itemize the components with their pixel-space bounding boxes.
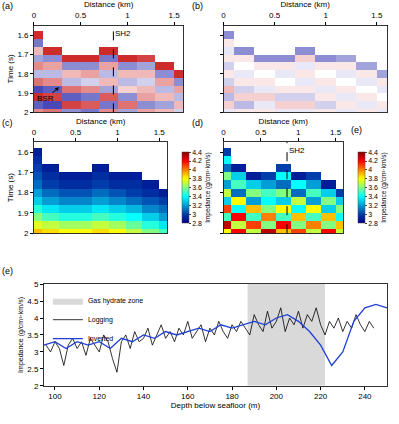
svg-text:3.8: 3.8 [368,175,378,182]
svg-text:100: 100 [48,392,62,401]
svg-text:160: 160 [181,392,195,401]
svg-text:2.8: 2.8 [368,220,378,227]
svg-text:240: 240 [358,392,372,401]
svg-text:Impedance (g/cm³·km/s): Impedance (g/cm³·km/s) [17,297,25,373]
svg-text:(e): (e) [351,125,362,135]
svg-text:1.7: 1.7 [17,50,29,59]
svg-text:0.5: 0.5 [70,128,82,137]
svg-text:220: 220 [314,392,328,401]
svg-text:(a): (a) [2,1,13,11]
svg-text:1.6: 1.6 [17,148,29,157]
svg-text:0: 0 [32,128,37,137]
svg-text:1.8: 1.8 [17,70,29,79]
svg-text:Distance (km): Distance (km) [281,0,331,9]
svg-text:5: 5 [34,280,39,289]
svg-text:0.5: 0.5 [269,11,281,20]
svg-text:3.2: 3.2 [368,202,378,209]
svg-text:BSR: BSR [37,94,54,103]
svg-text:1.9: 1.9 [17,209,29,218]
svg-text:Depth below seafloor (m): Depth below seafloor (m) [171,401,261,410]
svg-text:180: 180 [225,392,239,401]
svg-text:200: 200 [270,392,284,401]
svg-text:Impedance (g/cm³·km/s): Impedance (g/cm³·km/s) [380,152,388,222]
svg-text:1: 1 [296,128,301,137]
svg-text:3.6: 3.6 [368,184,378,191]
svg-text:1.5: 1.5 [371,11,383,20]
svg-text:1.5: 1.5 [154,128,166,137]
svg-text:3.8: 3.8 [192,175,202,182]
svg-text:1: 1 [125,11,130,20]
svg-text:Distance (km): Distance (km) [84,0,134,9]
svg-text:2.5: 2.5 [27,365,39,374]
svg-text:4.2: 4.2 [192,157,202,164]
svg-text:3: 3 [368,211,372,218]
svg-text:4: 4 [34,314,39,323]
svg-text:(e): (e) [2,266,13,276]
svg-text:140: 140 [137,392,151,401]
svg-text:2.8: 2.8 [192,220,202,227]
svg-text:3.6: 3.6 [192,184,202,191]
svg-text:4.5: 4.5 [27,297,39,306]
svg-text:4.4: 4.4 [192,149,202,156]
svg-text:Distance (km): Distance (km) [259,117,309,126]
svg-text:120: 120 [93,392,107,401]
svg-text:1: 1 [115,128,120,137]
svg-text:1.6: 1.6 [17,31,29,40]
svg-text:(d): (d) [192,118,203,128]
svg-text:2: 2 [24,108,29,117]
svg-text:0: 0 [221,128,226,137]
svg-text:2: 2 [34,382,39,391]
svg-text:4.4: 4.4 [368,149,378,156]
svg-text:1.5: 1.5 [330,128,342,137]
svg-text:1.7: 1.7 [17,168,29,177]
svg-text:3.5: 3.5 [27,331,39,340]
svg-text:SH2: SH2 [115,29,131,38]
svg-text:0.5: 0.5 [75,11,87,20]
svg-text:Distance (km): Distance (km) [76,117,126,126]
svg-text:SH2: SH2 [289,146,305,155]
svg-text:3.2: 3.2 [192,202,202,209]
svg-text:1.8: 1.8 [17,188,29,197]
svg-text:Time (s): Time (s) [6,173,15,202]
svg-text:3: 3 [192,211,196,218]
svg-text:1.9: 1.9 [17,89,29,98]
svg-text:4: 4 [368,166,372,173]
svg-text:3.4: 3.4 [368,193,378,200]
svg-text:0: 0 [221,11,226,20]
svg-text:2: 2 [24,229,29,238]
svg-text:3: 3 [34,348,39,357]
svg-text:Logging: Logging [88,316,113,324]
svg-text:3.4: 3.4 [192,193,202,200]
svg-text:Inverted: Inverted [88,335,113,342]
svg-text:Gas hydrate zone: Gas hydrate zone [88,297,143,305]
svg-text:Time (s): Time (s) [6,54,15,83]
svg-text:1.5: 1.5 [169,11,181,20]
svg-text:(c): (c) [2,118,13,128]
svg-text:0: 0 [32,11,37,20]
svg-text:1: 1 [323,11,328,20]
svg-text:0.5: 0.5 [255,128,267,137]
svg-text:(b): (b) [192,1,203,11]
svg-text:Impedance (g/cm³·km/s): Impedance (g/cm³·km/s) [204,152,212,222]
svg-text:4: 4 [192,166,196,173]
svg-text:4.2: 4.2 [368,157,378,164]
